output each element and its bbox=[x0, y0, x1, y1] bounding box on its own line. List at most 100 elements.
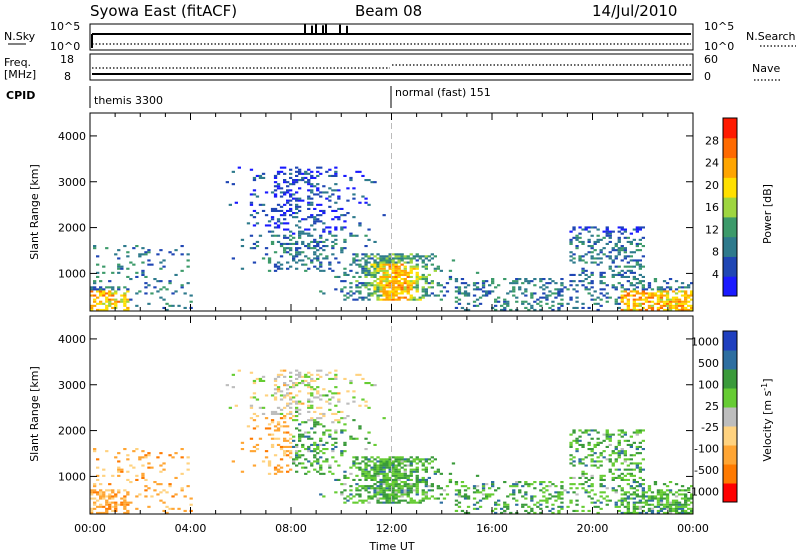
power-cell bbox=[289, 214, 293, 217]
power-cell bbox=[400, 253, 404, 256]
power-cell bbox=[539, 300, 543, 303]
power-cell bbox=[186, 282, 190, 285]
power-cell bbox=[524, 300, 528, 303]
power-colorbar-tick: 24 bbox=[705, 157, 719, 170]
velocity-cell bbox=[587, 485, 591, 488]
power-cell bbox=[114, 292, 118, 295]
velocity-colorbar-swatch bbox=[723, 388, 737, 408]
power-cell bbox=[530, 296, 534, 299]
power-cell bbox=[343, 240, 347, 243]
power-cell bbox=[656, 294, 661, 297]
power-cell bbox=[412, 298, 416, 301]
velocity-cell bbox=[361, 460, 365, 463]
velocity-cell bbox=[409, 483, 413, 486]
velocity-cell bbox=[298, 439, 302, 442]
velocity-cell bbox=[331, 421, 335, 424]
power-cell bbox=[310, 234, 314, 237]
power-cell bbox=[397, 284, 401, 287]
power-cell bbox=[283, 234, 287, 237]
velocity-cell bbox=[632, 501, 636, 504]
power-cell bbox=[373, 255, 377, 258]
velocity-cell bbox=[295, 470, 299, 473]
power-cell bbox=[313, 176, 317, 179]
velocity-cell bbox=[638, 468, 642, 471]
velocity-cell bbox=[632, 491, 636, 494]
velocity-cell bbox=[635, 511, 639, 514]
velocity-cell bbox=[403, 470, 407, 473]
velocity-cell bbox=[557, 491, 561, 494]
velocity-cell bbox=[629, 474, 633, 477]
velocity-cell bbox=[599, 464, 603, 467]
beam-title: Beam 08 bbox=[355, 2, 422, 20]
velocity-cell bbox=[593, 460, 597, 463]
power-cell bbox=[289, 238, 293, 241]
velocity-cell bbox=[379, 481, 383, 484]
power-cell bbox=[629, 251, 633, 254]
power-cell bbox=[475, 304, 480, 307]
velocity-cell bbox=[626, 464, 630, 467]
power-cell bbox=[162, 286, 166, 289]
power-cell bbox=[295, 181, 299, 184]
power-cell bbox=[662, 308, 667, 311]
velocity-cell bbox=[632, 474, 636, 477]
power-cell bbox=[276, 203, 281, 206]
power-cell bbox=[313, 253, 317, 256]
power-cell bbox=[641, 284, 645, 287]
velocity-cell bbox=[650, 509, 655, 512]
velocity-cell bbox=[635, 485, 639, 488]
velocity-cell bbox=[298, 412, 302, 415]
power-cell bbox=[325, 257, 329, 260]
velocity-cell bbox=[352, 400, 356, 403]
power-cell bbox=[466, 294, 471, 297]
power-cell bbox=[298, 251, 302, 254]
velocity-cell bbox=[638, 507, 642, 510]
power-cell bbox=[674, 296, 679, 299]
velocity-cell bbox=[590, 476, 594, 479]
velocity-cell bbox=[560, 497, 564, 500]
power-cell bbox=[485, 280, 489, 283]
power-cell bbox=[379, 255, 383, 258]
velocity-cell bbox=[111, 495, 115, 498]
power-cell bbox=[117, 249, 121, 252]
power-cell bbox=[409, 271, 413, 274]
velocity-cell bbox=[421, 478, 425, 481]
power-cell bbox=[617, 306, 621, 309]
velocity-cell bbox=[276, 464, 281, 467]
velocity-cell bbox=[316, 448, 320, 451]
power-cell bbox=[641, 226, 645, 229]
velocity-cell bbox=[644, 495, 649, 498]
velocity-cell bbox=[99, 505, 103, 508]
nave-label: Nave bbox=[752, 62, 780, 75]
velocity-cell bbox=[358, 493, 362, 496]
power-cell bbox=[252, 247, 257, 250]
power-cell bbox=[635, 249, 639, 252]
velocity-cell bbox=[310, 379, 314, 382]
velocity-cell bbox=[364, 487, 368, 490]
velocity-heatmap bbox=[90, 316, 694, 514]
power-cell bbox=[481, 280, 486, 283]
power-cell bbox=[370, 257, 374, 260]
power-cell bbox=[635, 245, 639, 248]
velocity-cell bbox=[93, 497, 97, 500]
velocity-cell bbox=[515, 485, 519, 488]
power-cell bbox=[99, 302, 103, 305]
velocity-cell bbox=[527, 511, 531, 514]
velocity-cell bbox=[337, 478, 341, 481]
velocity-cell bbox=[289, 396, 293, 399]
velocity-cell bbox=[270, 419, 275, 422]
velocity-cell bbox=[307, 460, 311, 463]
velocity-cell bbox=[126, 491, 130, 494]
power-cell bbox=[593, 261, 597, 264]
power-cell bbox=[376, 284, 380, 287]
power-cell bbox=[141, 261, 145, 264]
power-cell bbox=[406, 255, 410, 258]
velocity-cell bbox=[539, 499, 543, 502]
power-cell bbox=[153, 286, 157, 289]
power-cell bbox=[620, 275, 624, 278]
power-cell bbox=[286, 222, 290, 225]
velocity-cell bbox=[310, 443, 314, 446]
velocity-cell bbox=[379, 491, 383, 494]
power-cell bbox=[626, 294, 630, 297]
velocity-cell bbox=[653, 495, 658, 498]
velocity-cell bbox=[665, 489, 670, 492]
